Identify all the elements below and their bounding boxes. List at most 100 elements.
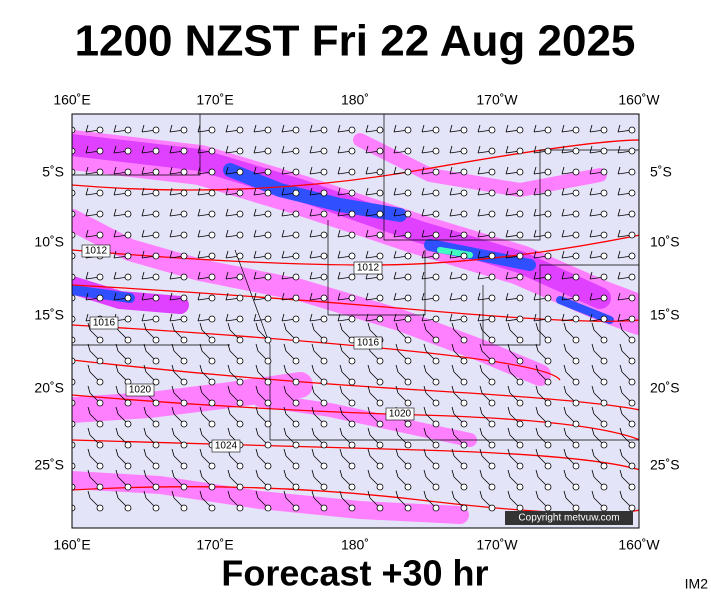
- barb-station: [516, 252, 524, 260]
- barb-flag: [199, 448, 203, 457]
- barb-station: [124, 441, 132, 449]
- barb-flag: [311, 385, 315, 394]
- barb-station: [460, 315, 468, 323]
- barb-station: [72, 420, 76, 428]
- barb-flag: [227, 490, 231, 499]
- barb-flag: [591, 469, 595, 478]
- barb-station: [180, 147, 188, 155]
- barb-station: [404, 147, 412, 155]
- barb-station: [404, 504, 412, 512]
- barb-station: [460, 399, 468, 407]
- barb-flag: [365, 250, 369, 259]
- barb-station: [572, 126, 580, 134]
- barb-flag: [85, 124, 89, 133]
- barb-station: [208, 462, 216, 470]
- barb-station: [348, 441, 356, 449]
- barb-flag: [367, 322, 371, 331]
- barb-flag: [281, 208, 285, 217]
- barb-station: [348, 420, 356, 428]
- barb-station: [516, 168, 524, 176]
- barb-station: [572, 399, 580, 407]
- barb-station: [404, 189, 412, 197]
- barb-station: [96, 147, 104, 155]
- barb-station: [208, 273, 216, 281]
- barb-flag: [309, 145, 313, 154]
- barb-flag: [141, 145, 145, 154]
- barb-flag: [589, 166, 593, 175]
- barb-flag: [533, 313, 537, 322]
- barb-flag: [591, 322, 595, 331]
- barb-station: [572, 357, 580, 365]
- barb-station: [600, 504, 608, 512]
- barb-station: [180, 420, 188, 428]
- barb-flag: [227, 469, 231, 478]
- barb-station: [488, 420, 496, 428]
- barb-station: [152, 399, 160, 407]
- map-title: 1200 NZST Fri 22 Aug 2025: [75, 17, 636, 66]
- barb-flag: [337, 187, 341, 196]
- barb-flag: [393, 166, 397, 175]
- barb-station: [600, 399, 608, 407]
- barb-flag: [141, 208, 145, 217]
- barb-station: [432, 231, 440, 239]
- barb-station: [432, 357, 440, 365]
- barb-station: [404, 357, 412, 365]
- barb-flag: [507, 364, 511, 373]
- barb-station: [96, 504, 104, 512]
- barb-station: [96, 126, 104, 134]
- barb-flag: [199, 343, 203, 352]
- barb-station: [404, 252, 412, 260]
- barb-flag: [451, 364, 455, 373]
- barb-flag: [505, 187, 509, 196]
- barb-station: [516, 420, 524, 428]
- barb-staff: [72, 298, 73, 299]
- barb-station: [376, 294, 384, 302]
- barb-station: [376, 252, 384, 260]
- barb-station: [208, 168, 216, 176]
- forecast-label: Forecast +30 hr: [221, 553, 488, 594]
- barb-flag: [225, 166, 229, 175]
- barb-flag: [449, 271, 453, 280]
- barb-staff: [72, 360, 73, 361]
- barb-flag: [533, 145, 537, 154]
- barb-flag: [253, 292, 257, 301]
- barb-station: [208, 147, 216, 155]
- barb-station: [432, 294, 440, 302]
- barb-station: [628, 126, 636, 134]
- lat-label-right: 25˚S: [650, 457, 680, 473]
- barb-station: [208, 252, 216, 260]
- barb-flag: [563, 448, 567, 457]
- barb-station: [516, 126, 524, 134]
- barb-station: [460, 357, 468, 365]
- isobar-label: 1020: [389, 409, 412, 420]
- barb-station: [152, 147, 160, 155]
- barb-flag: [561, 124, 565, 133]
- barb-flag: [113, 187, 117, 196]
- barb-station: [96, 168, 104, 176]
- barb-flag: [197, 271, 201, 280]
- barb-flag: [395, 427, 399, 436]
- barb-station: [516, 231, 524, 239]
- barb-flag: [423, 427, 427, 436]
- barb-station: [516, 483, 524, 491]
- barb-station: [600, 357, 608, 365]
- isobar-label-box: [89, 316, 119, 330]
- barb-station: [96, 273, 104, 281]
- barb-flag: [171, 490, 175, 499]
- barb-station: [152, 252, 160, 260]
- barb-flag: [477, 145, 481, 154]
- barb-station: [320, 315, 328, 323]
- barb-station: [72, 147, 76, 155]
- barb-flag: [367, 406, 371, 415]
- barb-flag: [227, 322, 231, 331]
- barb-flag: [337, 271, 341, 280]
- barb-flag: [479, 364, 483, 373]
- barb-flag: [311, 343, 315, 352]
- barb-flag: [309, 250, 313, 259]
- barb-station: [96, 357, 104, 365]
- barb-flag: [423, 343, 427, 352]
- isobar-label-box: [353, 261, 383, 275]
- barb-flag: [589, 292, 593, 301]
- barb-flag: [365, 145, 369, 154]
- barb-flag: [85, 313, 89, 322]
